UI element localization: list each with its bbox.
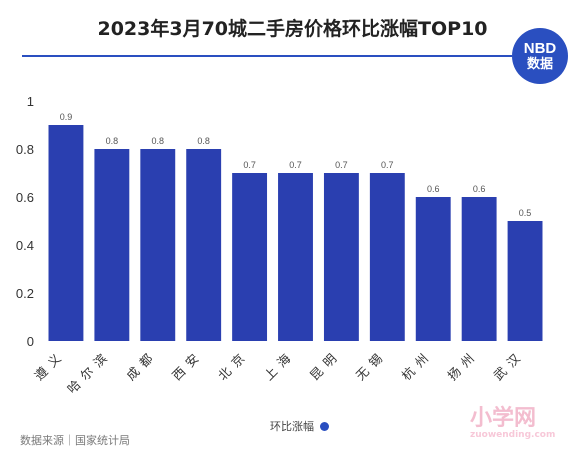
bar-data-label: 0.7 <box>335 160 348 170</box>
x-tick-label: 哈尔滨 <box>64 347 114 397</box>
y-tick-label: 0.6 <box>16 190 34 205</box>
x-tick-label: 武汉 <box>490 347 527 384</box>
legend-label: 环比涨幅 <box>270 420 314 433</box>
y-tick-label: 0.4 <box>16 238 34 253</box>
title-rule <box>22 55 512 57</box>
bar-data-label: 0.7 <box>243 160 256 170</box>
x-tick-label: 西安 <box>169 347 206 384</box>
x-tick-label: 扬州 <box>444 347 481 384</box>
bars: 0.9 0.8 0.8 0.8 0.7 0.7 0.7 0.7 0.6 0.6 0.5 <box>48 112 543 341</box>
legend-swatch <box>320 421 329 431</box>
bar <box>278 173 313 341</box>
watermark-text: 小学网 <box>470 406 537 431</box>
x-tick-label: 成都 <box>123 347 160 384</box>
y-tick-label: 0.8 <box>16 142 34 157</box>
bar <box>232 173 268 341</box>
bar-data-label: 0.8 <box>197 136 210 146</box>
source-note: 数据来源｜国家统计局 <box>20 434 130 447</box>
bar-data-label: 0.8 <box>152 136 165 146</box>
bar <box>48 125 84 341</box>
x-tick-label: 北京 <box>215 347 252 384</box>
legend: 环比涨幅 <box>270 418 329 434</box>
y-tick-label: 1 <box>27 94 34 109</box>
bar <box>94 149 130 341</box>
x-tick-label: 无锡 <box>353 347 390 384</box>
watermark: 小学网 zuowending.com <box>470 400 580 455</box>
chart-title: 2023年3月70城二手房价格环比涨幅TOP10 <box>97 18 488 40</box>
bar <box>369 173 405 341</box>
bar-data-label: 0.5 <box>519 208 532 218</box>
bar-data-label: 0.6 <box>427 184 440 194</box>
bar-data-label: 0.9 <box>60 112 73 122</box>
bar <box>507 221 543 341</box>
bar-data-label: 0.8 <box>106 136 119 146</box>
watermark-subtext: zuowending.com <box>470 430 556 440</box>
logo-text-nbd: NBD <box>523 40 557 58</box>
y-tick-label: 0 <box>27 334 34 349</box>
logo-text-data: 数据 <box>526 56 553 72</box>
bar-data-label: 0.7 <box>381 160 394 170</box>
nbd-logo: NBD 数据 <box>512 28 568 84</box>
bar <box>461 197 497 341</box>
x-tick-label: 昆明 <box>307 347 344 384</box>
bar <box>186 149 222 341</box>
bar <box>415 197 451 341</box>
bar-data-label: 0.6 <box>473 184 486 194</box>
y-axis: 0 0.2 0.4 0.6 0.8 1 <box>16 94 34 349</box>
bar-data-label: 0.7 <box>289 160 302 170</box>
bar <box>140 149 176 341</box>
bar <box>323 173 359 341</box>
x-tick-label: 杭州 <box>399 347 436 384</box>
x-tick-label: 上海 <box>261 347 298 384</box>
x-tick-label: 遵义 <box>31 347 68 384</box>
y-tick-label: 0.2 <box>16 286 34 301</box>
